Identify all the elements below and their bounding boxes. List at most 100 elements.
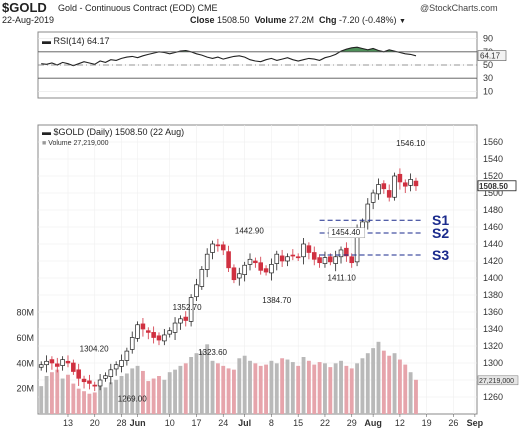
volume-bar [173,369,177,414]
volume-bar [274,363,279,414]
volume-bar [130,368,135,414]
volume-bar [365,353,370,414]
price-y-tick-label: 1460 [483,222,503,232]
price-y-tick-label: 1500 [483,188,503,198]
candle-body [140,323,146,330]
volume-bar [397,359,402,414]
volume-bar [414,379,418,414]
volume-bar [258,365,263,414]
candle-body [413,180,419,187]
volume-bar [205,344,210,414]
volume-bar [349,368,354,414]
candle-body [81,378,87,383]
volume-bar [119,376,124,414]
price-legend-text: $GOLD (Daily) 1508.50 (22 Aug) [54,127,185,137]
volume-bar [306,360,311,414]
volume-bar [381,350,386,414]
date-tick-label: 29 [347,418,357,428]
candle-body [333,256,338,264]
volume-bars [39,341,418,414]
price-legend: ▬ $GOLD (Daily) 1508.50 (22 Aug) [42,127,184,137]
volume-bar [237,358,242,414]
candle-body [178,318,183,324]
rsi-value-tag-bg [477,50,507,61]
volume-bar [296,365,301,414]
candle-body [253,260,258,264]
volume-bar [82,391,86,414]
date-tick-label: 15 [293,418,303,428]
volume-bar [39,386,44,414]
candle-body [103,375,108,379]
last-price-tag: 1508.50 [477,180,517,192]
volume-bar [108,382,113,414]
candle-body [38,364,44,368]
close-label: Close [190,15,215,25]
date-tick-label: 10 [165,418,175,428]
candle-body [49,359,55,364]
ticker-symbol: $GOLD [2,0,47,15]
volume-bar [183,363,188,414]
rsi-y-axis: 9070503010 [483,34,493,97]
price-annotation: 1454.40 [331,228,360,237]
price-y-tick-label: 1560 [483,137,503,147]
candle-body [172,322,178,333]
volume-bar [194,353,199,414]
support-label: S3 [432,247,449,263]
date-x-axis: 13 20 28 Jun 10 17 24 Jul 8 15 22 29 Aug 12 19 26 Sep [63,414,484,428]
volume-bar [199,350,204,414]
volume-bar [387,355,392,414]
chevron-down-icon[interactable]: ▼ [399,18,406,25]
stockcharts-brand: @StockCharts.com [420,3,498,13]
volume-bar [290,362,295,414]
volume-bar [360,358,365,414]
price-annotation: 1304.20 [80,344,109,353]
date-tick-label: Sep [467,418,484,428]
volume-bar [157,376,161,414]
volume-bar [146,381,151,414]
price-annotation: 1384.70 [262,296,291,305]
candle-body [263,268,269,273]
candle-body [231,267,237,281]
chg-value: -7.20 (-0.48%) [339,15,397,25]
volume-y-tick-label: 20M [16,384,34,394]
candle-body [54,363,60,367]
price-y-tick-label: 1340 [483,324,503,334]
volume-bar [71,383,76,414]
price-y-tick-label: 1480 [483,205,503,215]
volume-bar [60,378,65,414]
candle-body [167,330,172,335]
candle-body [204,253,210,270]
volume-bar [76,388,81,414]
candle-body [247,258,253,265]
volume-bar [124,373,129,414]
candle-body [220,244,226,251]
candle-body [376,184,381,195]
price-y-tick-label: 1380 [483,290,503,300]
candle-body [210,243,215,253]
candle-body [397,173,403,183]
candle-body [306,245,312,253]
candle-body [349,256,355,264]
candle-body [322,257,328,264]
volume-bar [215,363,220,414]
candle-body [87,380,92,384]
date-tick-label: 12 [395,418,405,428]
candle-body [370,192,376,203]
candle-body [156,335,162,341]
chg-label: Chg [318,15,337,25]
volume-bar [371,348,376,414]
volume-bar [376,341,381,414]
price-y-tick-label: 1520 [483,171,503,181]
candle-body [258,262,263,271]
volume-bar [253,363,258,414]
volume-bar [333,363,338,414]
rsi-value-tag-text: 64.17 [480,52,501,61]
candle-body [65,360,71,364]
volume-legend: ■ Volume 27,219,000 [42,140,109,147]
candle-body [162,334,167,342]
candle-body [344,247,349,257]
price-annotation: 1546.10 [396,139,425,148]
volume-bar [66,374,70,414]
price-y-tick-label: 1540 [483,154,503,164]
candle-body [386,190,392,198]
